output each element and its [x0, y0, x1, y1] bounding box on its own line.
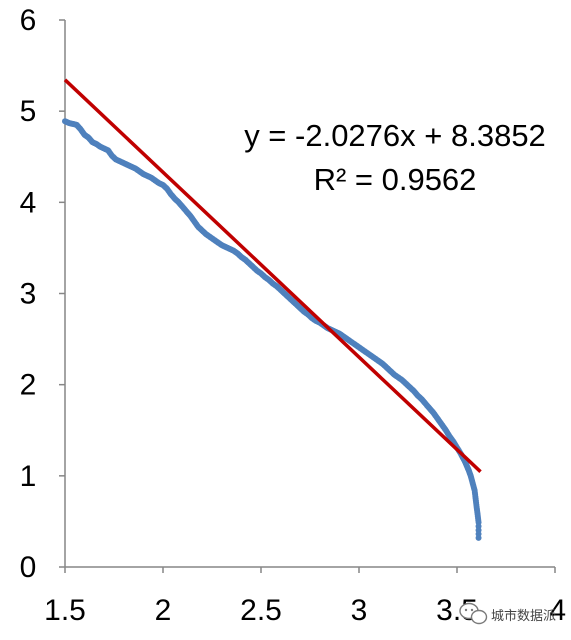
wechat-icon	[459, 602, 488, 625]
r-squared-label: R² = 0.9562	[314, 162, 477, 197]
x-tick-label: 2	[155, 594, 172, 627]
scatter-point	[475, 534, 482, 541]
annotation-layer: y = -2.0276x + 8.3852 R² = 0.9562	[244, 118, 546, 197]
y-tick-label: 2	[20, 369, 37, 402]
x-tick-label: 2.5	[240, 594, 282, 627]
points-layer	[62, 118, 482, 541]
x-tick-label: 4	[549, 594, 566, 627]
trendline-equation: y = -2.0276x + 8.3852	[244, 118, 546, 153]
watermark: 城市数据派	[459, 602, 556, 625]
y-tick-label: 1	[20, 460, 37, 493]
y-tick-label: 5	[20, 95, 37, 128]
y-tick-label: 3	[20, 278, 37, 311]
axes-layer	[64, 20, 555, 568]
x-tick-label: 1.5	[44, 594, 86, 627]
trendline	[63, 78, 482, 473]
x-tick-label: 3	[351, 594, 368, 627]
y-tick-label: 6	[20, 4, 37, 37]
y-tick-label: 4	[20, 186, 37, 219]
y-tick-label: 0	[20, 551, 37, 584]
watermark-text: 城市数据派	[491, 608, 556, 624]
trend-layer	[63, 78, 482, 473]
